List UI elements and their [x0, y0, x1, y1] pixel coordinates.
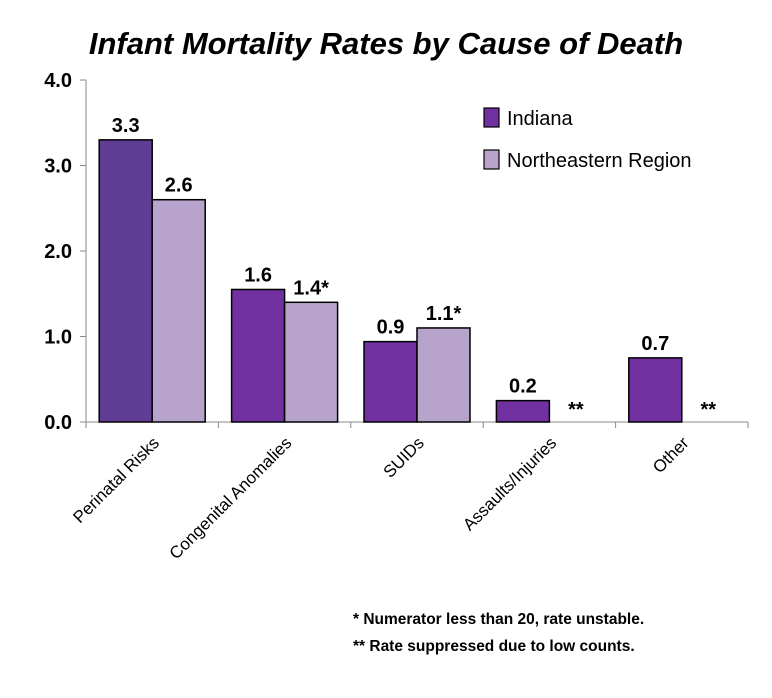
legend-swatch-northeastern: [483, 149, 500, 170]
data-label-suppressed: **: [568, 399, 584, 421]
category-label: SUIDs: [380, 433, 428, 481]
bar-indiana-3: [495, 399, 551, 423]
chart-title: Infant Mortality Rates by Cause of Death: [88, 26, 684, 61]
bar-indiana-4: [628, 357, 683, 423]
data-label: 0.2: [509, 376, 537, 398]
bar-indiana-2: [363, 340, 418, 423]
y-tick-label: 3.0: [44, 156, 72, 178]
legend-label: Northeastern Region: [507, 150, 692, 172]
category-label: Other: [649, 433, 693, 477]
legend-label: Indiana: [507, 108, 573, 130]
data-label: 2.6: [165, 175, 193, 197]
bar-northeastern-2: [416, 327, 471, 423]
bar-northeastern-0: [151, 198, 206, 423]
data-label: 3.3: [112, 115, 140, 137]
legend-swatch-indiana: [483, 107, 500, 128]
data-label: 1.4*: [293, 277, 329, 299]
category-label: Perinatal Risks: [69, 433, 163, 527]
data-label: 1.1*: [426, 303, 462, 325]
data-label: 0.7: [641, 333, 669, 355]
footnote-suppressed: ** Rate suppressed due to low counts.: [353, 638, 635, 655]
category-label: Congenital Anomalies: [166, 433, 296, 563]
data-label: 1.6: [244, 264, 272, 286]
y-tick-label: 1.0: [44, 327, 72, 349]
bar-indiana-0: [98, 139, 153, 423]
bar-northeastern-1: [283, 301, 339, 423]
data-label-suppressed: **: [701, 399, 717, 421]
data-label: 0.9: [377, 317, 405, 339]
footnote-unstable: * Numerator less than 20, rate unstable.: [353, 611, 645, 628]
y-tick-label: 4.0: [44, 70, 72, 92]
y-tick-label: 2.0: [44, 241, 72, 263]
y-tick-label: 0.0: [44, 412, 72, 434]
category-label: Assaults/Injuries: [459, 433, 560, 534]
bar-indiana-1: [230, 288, 286, 423]
